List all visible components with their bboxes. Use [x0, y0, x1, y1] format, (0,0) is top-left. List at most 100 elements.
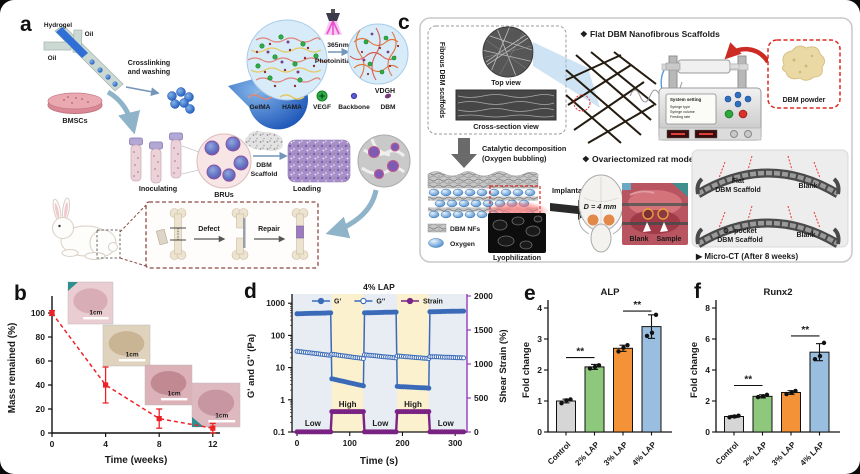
- left-tick-label: 1: [280, 395, 285, 405]
- y-axis-label: Fold change: [521, 342, 532, 398]
- crosslinking-label-1: Crosslinking: [128, 60, 170, 67]
- bar-Control: [724, 416, 744, 433]
- y-tick-label: 0: [537, 427, 542, 437]
- blank-defect-ring: [642, 208, 654, 220]
- ct-bottom-defect-marks: [718, 205, 821, 229]
- replicate-dot: [653, 312, 659, 318]
- right-tick-label: 2000: [474, 291, 493, 301]
- data-point: [49, 310, 55, 316]
- replicate-dot: [625, 343, 630, 348]
- right-tick-label: 500: [474, 393, 488, 403]
- loading-label: Loading: [293, 184, 321, 193]
- strain-annotation: High: [339, 400, 357, 409]
- decomposition-arrow: [451, 138, 477, 168]
- y-tick-label: 2: [705, 396, 710, 406]
- crosslinking-label-2: and washing: [128, 69, 170, 76]
- dbm-scaffold-label-1: DBM: [256, 162, 272, 169]
- oxygen-swatch: [428, 238, 444, 248]
- bone-repaired: [291, 208, 309, 260]
- y-tick-label: 80: [36, 332, 46, 342]
- top-view-label: Top view: [491, 80, 521, 87]
- dbm-scaffold-label-2: Scaffold: [251, 171, 278, 178]
- category-label: 4% LAP: [798, 440, 826, 468]
- vdgh-label: VDGH: [375, 88, 395, 95]
- mesh-zoom-ring: [573, 94, 591, 112]
- replicate-dot: [559, 400, 564, 406]
- backbone-icon: [350, 92, 358, 100]
- lyophilization-image: Lyophilization: [485, 201, 549, 262]
- y-axis-label: Mass remained (%): [7, 323, 18, 414]
- explant-photo-2: 1cm: [102, 324, 151, 367]
- cross-section-label: Cross-section view: [473, 122, 539, 131]
- culture-tubes: Inoculating: [129, 132, 183, 193]
- rheology-chart: 0.1 1 10 100 1000 0 500 1000 1500 2000 0 100 200 300 4…: [246, 282, 509, 467]
- category-label: 4% LAP: [630, 440, 658, 468]
- replicate-dot: [649, 330, 655, 335]
- dbm-label: DBM: [380, 104, 396, 111]
- loading-construct: Loading: [287, 139, 351, 193]
- gelma-icon: [247, 94, 273, 100]
- defect-diameter-label: D = 4 mm: [584, 202, 617, 211]
- replicate-dot: [821, 340, 827, 346]
- left-tick-label: 10: [276, 363, 286, 373]
- y-tick-label: 4: [705, 365, 710, 375]
- replicate-dot: [755, 394, 761, 400]
- components-legend: GelMA HAMA VEGF Backbone DBM: [247, 90, 396, 111]
- zoom-dash-2: [119, 257, 147, 267]
- x-axis-label: Time (weeks): [105, 455, 168, 466]
- category-label: 2% LAP: [741, 440, 769, 468]
- catalytic-label-1: Catalytic decomposition: [482, 144, 566, 153]
- replicate-dot: [592, 364, 598, 370]
- x-tick-label: 0: [50, 439, 55, 449]
- series-G: [294, 308, 467, 391]
- micro-ct-caption: ▶ Micro-CT (After 8 weeks): [695, 252, 799, 261]
- mass-line: [51, 312, 213, 429]
- strain-annotation: Low: [438, 419, 455, 428]
- defect-site-blank: [587, 214, 599, 226]
- strain-annotation: Low: [372, 419, 389, 428]
- replicate-dot: [727, 415, 732, 420]
- series-Strain: [294, 409, 467, 435]
- legend: G' G'' Strain: [312, 297, 443, 306]
- flow-arrow-1: [106, 89, 141, 135]
- left-tick-label: 0.1: [273, 427, 285, 437]
- y-tick-label: 6: [705, 334, 710, 344]
- left-tick-label: 1000: [266, 298, 285, 308]
- replicate-dot: [616, 349, 621, 354]
- significance-label: **: [576, 347, 584, 358]
- ct-bottom-blank-label: Blank: [796, 232, 815, 239]
- y-tick-label: 8: [705, 303, 710, 313]
- data-point: [156, 416, 162, 422]
- bar-3LAP: [781, 391, 801, 433]
- panel-label-c: c: [398, 11, 410, 34]
- significance-label: **: [633, 300, 641, 311]
- hydrogel-stream: [56, 27, 88, 58]
- uv-lamp-icon: [324, 9, 342, 35]
- x-tick-label: 100: [343, 438, 357, 448]
- vdgh-circle: [347, 23, 409, 85]
- replicate-dot: [621, 345, 626, 350]
- x-axis-label: Time (s): [360, 456, 398, 467]
- hindlimb-target-box: [96, 229, 121, 259]
- scalebar-label: 1cm: [89, 310, 102, 317]
- hama-icon: [279, 94, 305, 100]
- ct-flat-label-2: DBM Scaffold: [715, 187, 761, 194]
- nav-buttons: [724, 91, 752, 108]
- replicate-dot: [564, 398, 569, 403]
- brus-circle: BRUs: [196, 133, 252, 199]
- hydrogel-label: Hydrogel: [44, 22, 72, 29]
- y-tick-label: 0: [705, 427, 710, 437]
- data-point: [103, 382, 109, 388]
- photoinitiator-label: Photoinitiator: [315, 58, 360, 65]
- bar-3LAP: [613, 347, 633, 433]
- panel-label-d: d: [244, 280, 257, 303]
- blank-pointer: [643, 222, 651, 232]
- runx2-chart: 0 2 4 6 8 Runx2 Fold change Control 2% LAP 3% LAP…: [689, 287, 840, 467]
- surgery-photo: Blank Sample: [622, 183, 688, 245]
- defect-site-sample: [603, 214, 615, 226]
- right-tick-label: 1500: [474, 325, 493, 335]
- microgel-droplets: [167, 87, 195, 114]
- screen-row-1: Syringe type: [670, 105, 690, 109]
- dbm-nfs-label: DBM NFs: [450, 226, 480, 233]
- category-label: Control: [546, 440, 572, 466]
